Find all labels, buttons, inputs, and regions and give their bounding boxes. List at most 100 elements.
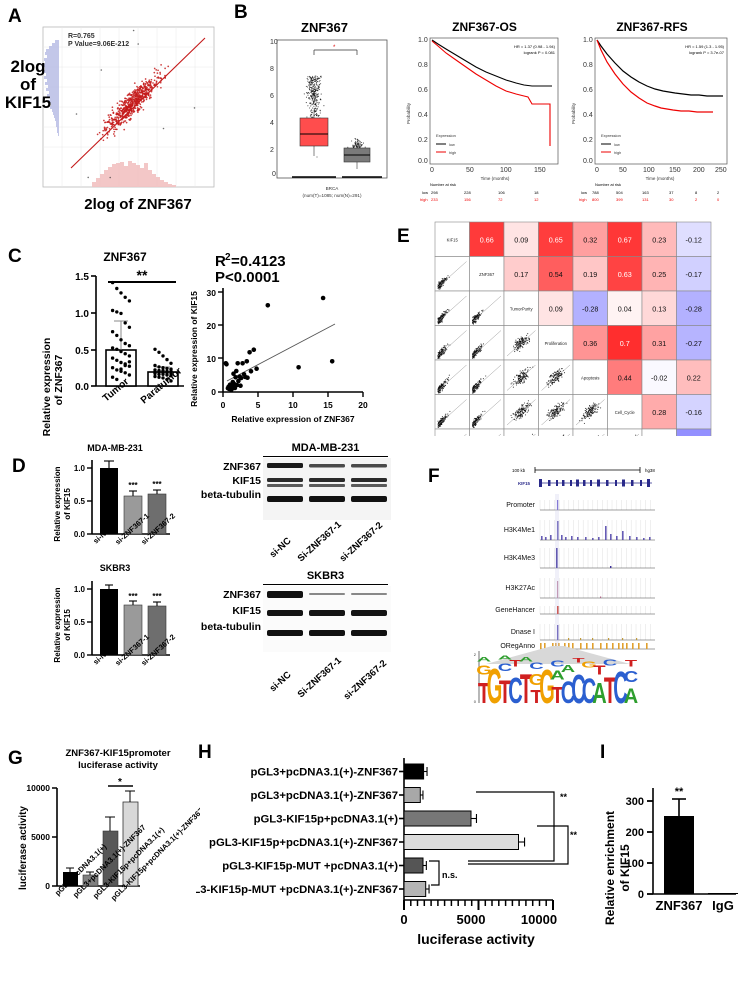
c-s-xtick-3: 15 xyxy=(323,400,333,410)
skbr-ytick-0: 0.0 xyxy=(74,651,86,660)
svg-text:0.4: 0.4 xyxy=(583,112,593,119)
os-curve-low xyxy=(431,39,552,87)
f-track-label-0: Promoter xyxy=(506,502,535,509)
logo-letter: T xyxy=(604,671,616,708)
c-ytick-2: 1.0 xyxy=(75,309,89,320)
mda-lane-2: si-ZNF367-2 xyxy=(338,520,385,564)
os-title: ZNF367-OS xyxy=(452,20,517,34)
i-ylabel-2: of KIF15 xyxy=(618,844,632,892)
os-risk-high-0: 233 xyxy=(431,197,438,202)
mda-blot-image xyxy=(263,458,391,520)
mda-blot-title: MDA-MB-231 xyxy=(291,442,360,454)
c-s-xtick-0: 0 xyxy=(221,400,226,410)
i-ytick-1: 100 xyxy=(626,858,644,870)
mda-bar-title: MDA-MB-231 xyxy=(87,443,143,453)
corr-value: 0.22 xyxy=(687,373,701,382)
logo-letter: A xyxy=(519,656,534,663)
g-title-2: luciferase activity xyxy=(78,759,158,771)
os-xlabel: Time (months) xyxy=(481,176,510,181)
rfs-risk-high-5: 0 xyxy=(717,197,720,202)
logo-letter: A xyxy=(592,679,607,708)
os-hr: HR = 1.37 (0.98 - 1.94) xyxy=(514,44,556,49)
rfs-risk-high-2: 131 xyxy=(642,197,649,202)
panel-c-bar-chart: Relative expression of ZNF367 1.5 1.0 0.… xyxy=(41,267,184,436)
c-s-xtick-4: 20 xyxy=(358,400,368,410)
rfs-risk-low-0: 788 xyxy=(592,190,599,195)
h-xtick-2: 10000 xyxy=(521,912,557,927)
mda-blot-row-2: beta-tubulin xyxy=(200,489,261,501)
os-risk-title: Number at risk xyxy=(430,182,456,187)
logo-letter: T xyxy=(625,659,638,669)
panel-i-label: I xyxy=(600,742,606,763)
f-track-label-6: ORegAnno xyxy=(500,643,535,650)
svg-text:10: 10 xyxy=(270,39,278,46)
f-track-label-1: H3K4Me1 xyxy=(504,527,535,534)
mda-western-blot: MDA-MB-231 ZNF367 KIF15 beta-tubulin si-… xyxy=(195,442,395,567)
i-bar-znf367 xyxy=(664,816,694,894)
os-risk-low-3: 18 xyxy=(534,190,539,195)
rfs-curve-low xyxy=(596,39,723,97)
svg-text:50: 50 xyxy=(466,167,474,174)
rfs-risk-high-3: 30 xyxy=(669,197,674,202)
corr-diag-label: ZNF367 xyxy=(479,272,495,277)
panel-f: F 100 kb hg38 KIF15 Promoter H3K4Me1 H3K4M… xyxy=(420,448,743,708)
regression-line xyxy=(70,37,206,169)
c-s-ytick-3: 30 xyxy=(207,288,217,298)
svg-text:100: 100 xyxy=(643,167,655,174)
logo-letter: A xyxy=(550,668,564,683)
h-category-label-3: pGL3-KIF15p+pcDNA3.1(+)-ZNF367 xyxy=(209,837,398,849)
corr-value: 0.63 xyxy=(618,270,632,279)
c-pvalue: P<0.0001 xyxy=(215,269,280,286)
c-scatter-xlabel: Relative expression of ZNF367 xyxy=(231,414,355,424)
rfs-xlabel: Time (months) xyxy=(646,176,675,181)
logo-letter: A xyxy=(561,663,576,674)
corr-value: 0.19 xyxy=(583,270,597,279)
c-scatter-fit-line xyxy=(226,323,336,382)
corr-value: -0.28 xyxy=(582,304,598,313)
panel-c: C ZNF367 Relative expression of ZNF367 1… xyxy=(0,228,390,436)
logo-letter: T xyxy=(520,665,532,708)
h-category-label-2: pGL3-KIF15p+pcDNA3.1(+) xyxy=(254,814,399,826)
stat-p: P Value=9.06E-212 xyxy=(68,41,129,48)
logo-letter: A xyxy=(477,656,492,663)
logo-letter: T xyxy=(593,663,606,678)
panel-c-label: C xyxy=(8,246,22,267)
mda-blot-lanes: si-NC Si-ZNF367-1 si-ZNF367-2 xyxy=(268,519,385,564)
logo-letter: C xyxy=(529,661,543,671)
logo-letter: C xyxy=(613,663,627,708)
skbr-blot-lanes: si-NC Si-ZNF367-1 si-ZNF367-2 xyxy=(268,655,389,702)
panel-a: A xyxy=(0,0,232,218)
mda-lane-1: Si-ZNF367-1 xyxy=(296,519,345,564)
panel-a-label: A xyxy=(8,6,22,27)
skbr-blot-row-0: ZNF367 xyxy=(223,589,261,601)
svg-text:0.2: 0.2 xyxy=(418,137,428,144)
g-ylabel: luciferase activity xyxy=(18,806,29,890)
panel-g-bar-chart: luciferase activity 10000 5000 0 * pGL3+… xyxy=(18,777,200,902)
i-ylabel-1: Relative enrichment xyxy=(603,811,617,925)
panel-e: E KIF15 0.66 0.09 0.65 0.32 0.67 0.23 -0.12 ZNF3… xyxy=(393,218,743,440)
corr-diag-label: TumorPurity xyxy=(510,306,534,311)
svg-text:200: 200 xyxy=(693,167,705,174)
rfs-risk-low-5: 2 xyxy=(717,190,720,195)
svg-text:6: 6 xyxy=(270,93,274,100)
skbr-blot-title: SKBR3 xyxy=(306,570,345,582)
i-ytick-3: 300 xyxy=(626,796,644,808)
panel-e-label: E xyxy=(397,226,410,247)
panel-i: I Relative enrichment of KIF15 0 100 200… xyxy=(596,740,743,1007)
skbr-blot-row-1: KIF15 xyxy=(232,605,261,617)
panel-i-bar-chart: Relative enrichment of KIF15 0 100 200 3… xyxy=(603,786,738,925)
f-gene-model xyxy=(539,479,652,487)
svg-text:1.0: 1.0 xyxy=(583,37,593,44)
h-xtick-0: 0 xyxy=(400,912,407,927)
f-gene-label: KIF15 xyxy=(518,481,531,486)
svg-text:0.6: 0.6 xyxy=(418,87,428,94)
os-km-plot: 1.0 0.8 0.6 0.4 0.2 0.0 Probability 0 50 100 15… xyxy=(406,37,559,202)
skbr-sig-2: *** xyxy=(152,592,162,601)
rfs-legend-title: Expression xyxy=(601,133,621,138)
h-category-label-0: pGL3+pcDNA3.1(+)-ZNF367 xyxy=(250,767,398,779)
svg-text:150: 150 xyxy=(534,167,546,174)
corr-value: 0.09 xyxy=(549,304,563,313)
panel-b: B ZNF367 10 8 6 4 2 0 * BRCA (num(T)=1085; n… xyxy=(232,0,743,215)
corr-value: -0.17 xyxy=(686,270,702,279)
